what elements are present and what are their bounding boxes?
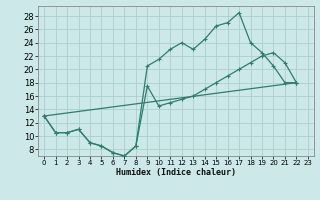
X-axis label: Humidex (Indice chaleur): Humidex (Indice chaleur) xyxy=(116,168,236,177)
